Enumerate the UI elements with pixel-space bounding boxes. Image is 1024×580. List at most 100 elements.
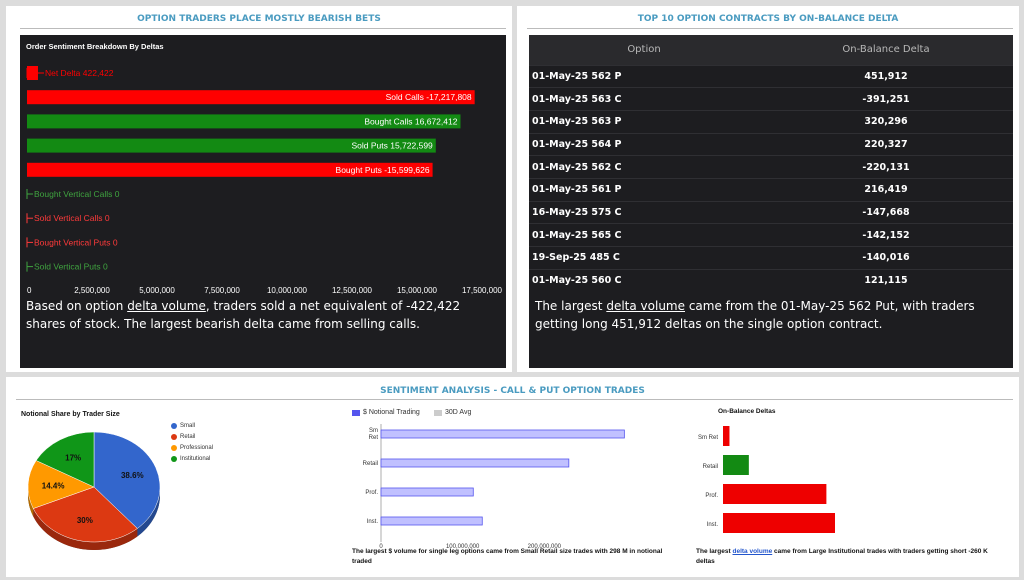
title-divider xyxy=(527,28,1013,29)
sentiment-chart-area: Order Sentiment Breakdown By Deltas Net … xyxy=(20,35,506,368)
y-tick-label: Sm xyxy=(369,428,378,434)
caption-post: , traders sold a net equivalent of -422,… xyxy=(26,299,461,331)
title-divider xyxy=(20,28,506,29)
table-row[interactable]: 01-May-25 561 P 216,419 xyxy=(529,177,1013,202)
bar-bought-puts xyxy=(27,162,433,177)
pie-slice-small xyxy=(93,431,161,529)
legend-label: 30D Avg xyxy=(445,409,472,416)
delta-volume-link[interactable]: delta volume xyxy=(606,299,685,313)
table-row[interactable]: 19-Sep-25 485 C -140,016 xyxy=(529,246,1013,270)
bar-label: Sold Calls -17,217,808 xyxy=(386,92,472,102)
option-cell: 19-Sep-25 485 C xyxy=(529,246,759,270)
pie-label: 30% xyxy=(77,516,93,525)
header-option[interactable]: Option xyxy=(529,35,759,65)
delta-volume-link[interactable]: delta volume xyxy=(732,548,773,555)
header-delta[interactable]: On-Balance Delta xyxy=(759,35,1013,65)
table-row[interactable]: 16-May-25 575 C -147,668 xyxy=(529,200,1013,224)
delta-cell: 451,912 xyxy=(759,64,1013,88)
y-tick-label: Prof. xyxy=(365,490,378,496)
sentiment-bar-chart: Net Delta 422,422 Sold Calls -17,217,808 B… xyxy=(26,66,503,295)
delta-cell: 216,419 xyxy=(759,177,1013,202)
pie-slice-institutional xyxy=(35,431,95,488)
delta-cell: 121,115 xyxy=(759,268,1013,292)
y-tick-label: Prof. xyxy=(705,493,718,499)
option-cell: 01-May-25 562 C xyxy=(529,155,759,179)
legend-label: $ Notional Trading xyxy=(363,409,420,416)
contracts-caption: The largest delta volume came from the 0… xyxy=(535,297,1005,333)
y-tick-label: Retail xyxy=(703,464,718,470)
sentiment-analysis-title: SENTIMENT ANALYSIS - CALL & PUT OPTION T… xyxy=(380,386,645,396)
foot-post: came from Large Institutional trades wit… xyxy=(696,548,988,565)
pie-slice-retail xyxy=(32,486,138,543)
sentiment-caption: Based on option delta volume, traders so… xyxy=(26,297,500,333)
legend-small: Small xyxy=(171,423,195,429)
legend-swatch-avg xyxy=(434,409,442,416)
onbalance-bar xyxy=(723,455,749,475)
x-tick-label: 0 xyxy=(27,286,32,295)
option-cell: 01-May-25 563 P xyxy=(529,109,759,134)
x-tick-label: 2,500,000 xyxy=(74,286,110,295)
legend-label: Institutional xyxy=(180,456,211,462)
table-row[interactable]: 01-May-25 563 P 320,296 xyxy=(529,109,1013,134)
onbalance-bar xyxy=(723,513,835,533)
y-tick-label: Retail xyxy=(363,461,378,467)
legend-dot-retail xyxy=(171,434,177,440)
delta-cell: -220,131 xyxy=(759,155,1013,179)
bar-label: Net Delta 422,422 xyxy=(45,68,114,78)
y-tick-label: Inst. xyxy=(707,522,719,528)
notional-bar xyxy=(380,458,570,468)
option-cell: 01-May-25 562 P xyxy=(529,64,759,88)
foot-pre: The largest xyxy=(696,548,733,555)
pie-side xyxy=(28,487,34,517)
table-row[interactable]: 01-May-25 564 P 220,327 xyxy=(529,132,1013,156)
notional-legend-b: 30D Avg xyxy=(434,409,471,416)
bar-net-delta xyxy=(27,66,38,80)
x-tick-label: 10,000,000 xyxy=(267,286,308,295)
table-row[interactable]: 01-May-25 563 C -391,251 xyxy=(529,87,1013,111)
delta-cell: -142,152 xyxy=(759,223,1013,247)
x-tick-label: 17,500,000 xyxy=(462,286,503,295)
delta-cell: -147,668 xyxy=(759,200,1013,224)
x-tick-label: 5,000,000 xyxy=(139,286,175,295)
legend-dot-small xyxy=(171,423,177,429)
onbalance-bar xyxy=(723,484,827,504)
legend-retail: Retail xyxy=(171,434,195,440)
delta-cell: 320,296 xyxy=(759,109,1013,134)
notional-legend-a: $ Notional Trading xyxy=(352,409,420,416)
x-tick-label: 200,000,000 xyxy=(528,544,562,549)
table-header-row: Option On-Balance Delta xyxy=(529,35,1013,65)
table-row[interactable]: 01-May-25 560 C 121,115 xyxy=(529,268,1013,292)
notional-bar xyxy=(380,516,483,526)
sentiment-chart-title: Order Sentiment Breakdown By Deltas xyxy=(26,42,164,51)
legend-label: Professional xyxy=(180,445,214,451)
legend-label: Small xyxy=(180,423,196,429)
bar-bought-calls xyxy=(27,114,461,129)
pie-slice-professional xyxy=(27,460,95,509)
delta-volume-link[interactable]: delta volume xyxy=(127,299,206,313)
sentiment-panel: OPTION TRADERS PLACE MOSTLY BEARISH BETS… xyxy=(6,6,512,372)
option-cell: 01-May-25 564 P xyxy=(529,132,759,156)
delta-cell: -391,251 xyxy=(759,87,1013,111)
y-tick-label: Sm Ret xyxy=(698,435,718,441)
table-row[interactable]: 01-May-25 562 C -220,131 xyxy=(529,155,1013,179)
caption-post: came from the 01-May-25 562 Put, with tr… xyxy=(535,299,975,331)
sentiment-analysis-panel: SENTIMENT ANALYSIS - CALL & PUT OPTION T… xyxy=(6,377,1019,577)
pie-label: 38.6% xyxy=(121,471,144,480)
x-tick-label: 15,000,000 xyxy=(397,286,438,295)
trader-size-pie-chart: 38.6% 30% 14.4% 17% xyxy=(27,431,161,550)
table-row[interactable]: 01-May-25 562 P 451,912 xyxy=(529,64,1013,88)
title-divider xyxy=(16,399,1013,400)
table-row[interactable]: 01-May-25 565 C -142,152 xyxy=(529,223,1013,247)
y-tick-label: Inst. xyxy=(367,519,379,525)
contracts-panel: TOP 10 OPTION CONTRACTS BY ON-BALANCE DE… xyxy=(517,6,1019,372)
notional-bar xyxy=(380,429,625,439)
bar-label: Bought Puts -15,599,626 xyxy=(336,165,430,175)
pie-side xyxy=(33,508,138,550)
option-cell: 01-May-25 563 C xyxy=(529,87,759,111)
legend-dot-professional xyxy=(171,445,177,451)
bar-label: Sold Vertical Calls 0 xyxy=(34,213,110,223)
bar-label: Sold Vertical Puts 0 xyxy=(34,262,108,272)
onbalance-bar-chart: Sm Ret Retail Prof. Inst. xyxy=(698,426,835,533)
